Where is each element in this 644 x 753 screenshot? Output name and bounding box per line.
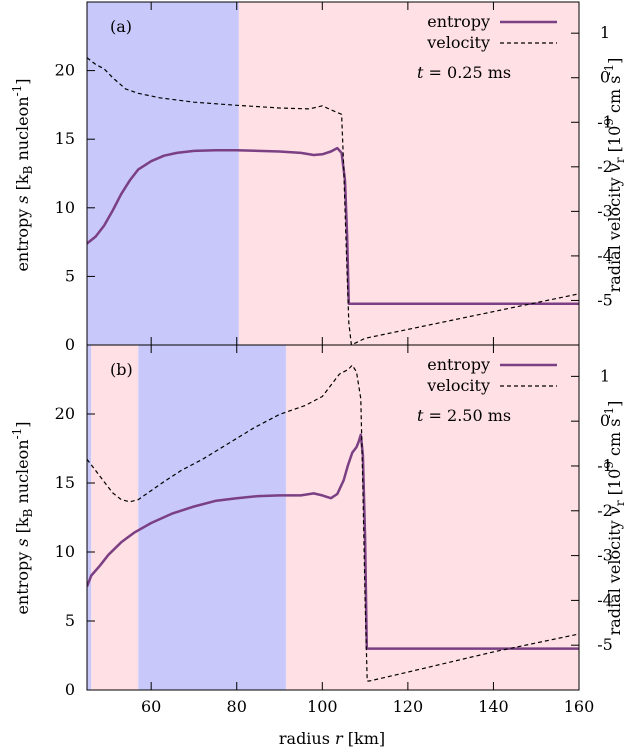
y-left-tick-label: 5 [65,266,75,285]
y-left-tick-label: 20 [55,404,75,423]
y-right-tick-label: 0 [600,411,610,430]
x-tick-label: 100 [307,697,338,716]
background-region [87,345,92,690]
y-right-tick-label: 1 [600,23,610,42]
y-left-tick-label: 20 [55,61,75,80]
time-label: t = 2.50 ms [417,406,511,425]
background-region [87,2,239,345]
y-left-tick-label: 5 [65,611,75,630]
y-axis-label-right-bottom: radial velocity vr [109 cm s-1] [602,401,627,636]
legend-label-velocity: velocity [426,33,490,52]
plot-frame [86,344,580,691]
y-right-tick-label: -1 [597,112,613,131]
legend-label-velocity: velocity [426,376,490,395]
y-axis-label-left-top: entropy s [kB nucleon-1] [10,78,35,271]
y-left-tick-label: 15 [55,129,75,148]
y-right-tick-label: 1 [600,366,610,385]
series-line-entropy [87,433,579,650]
time-value: = 0.25 ms [423,63,511,82]
y-left-tick-label: 15 [55,473,75,492]
y-right-tick-label: -2 [597,157,613,176]
x-tick-label: 160 [564,697,595,716]
legend-label-entropy: entropy [427,355,490,374]
x-tick-label: 140 [478,697,509,716]
x-tick-label: 80 [227,697,247,716]
time-value: = 2.50 ms [423,406,511,425]
x-tick-label: 120 [393,697,424,716]
y-right-tick-label: -3 [597,546,613,565]
y-left-tick-label: 10 [55,542,75,561]
y-right-tick-label: -4 [597,590,613,609]
y-right-tick-label: 0 [600,68,610,87]
y-right-tick-label: -5 [597,290,613,309]
time-label: t = 0.25 ms [417,63,511,82]
background-region [285,345,579,690]
chart-panel-a: 0 5 10 15 20 -5 -4 -3 -2 -1 0 1 (a) t = 0.25 ms entrop… [55,1,613,354]
series-line-velocity [87,364,579,682]
legend-label-entropy: entropy [427,12,490,31]
y-right-tick-label: -1 [597,456,613,475]
y-left-tick-label: 0 [65,680,75,699]
x-axis-label: radius r [km] [279,729,385,748]
y-right-tick-label: -4 [597,246,613,265]
y-axis-label-right-top: radial velocity vr [109 cm s-1] [602,58,627,293]
time-var: t [417,63,424,82]
panel-label: (a) [110,17,132,36]
y-axis-label-left-bottom: entropy s [kB nucleon-1] [10,421,35,614]
y-right-tick-label: -3 [597,201,613,220]
y-right-tick-label: -2 [597,501,613,520]
time-var: t [417,406,424,425]
y-left-tick-label: 10 [55,198,75,217]
y-right-tick-label: -5 [597,635,613,654]
background-region [91,345,139,690]
background-region [238,2,579,345]
x-tick-label: 60 [141,697,161,716]
panel-label: (b) [110,360,133,379]
chart-panel-b: 60 80 100 120 140 160 0 5 10 15 20 -5 -4 -3 -2 -1 0 1 (b) t… [55,344,613,716]
y-left-tick-label: 0 [65,335,75,354]
series-line-entropy [87,146,579,306]
